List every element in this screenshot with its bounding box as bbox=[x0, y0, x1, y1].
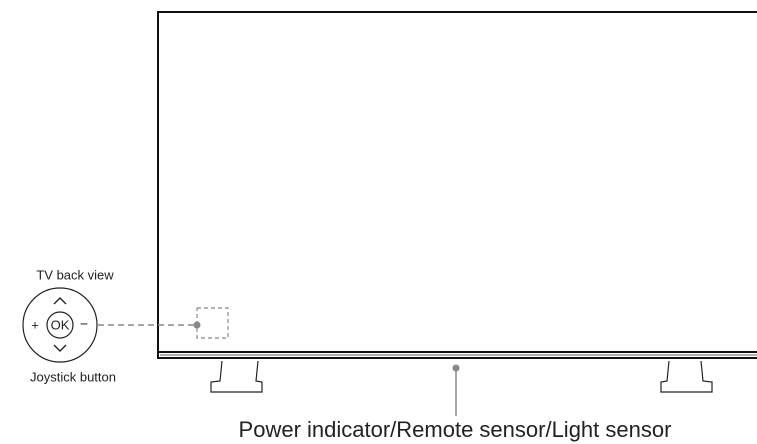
tv-screen bbox=[157, 11, 757, 353]
tv-bezel bbox=[157, 352, 757, 359]
leader-dot bbox=[193, 321, 201, 329]
sensor-dot bbox=[452, 364, 460, 372]
tv-stand-left bbox=[210, 360, 263, 393]
joystick-up bbox=[53, 297, 67, 305]
joystick-down bbox=[53, 344, 67, 352]
back-view-label: TV back view bbox=[36, 267, 114, 282]
joystick-ok: OK bbox=[51, 317, 70, 332]
joystick-ok-ring bbox=[46, 311, 74, 339]
tv-stand-right bbox=[660, 360, 713, 393]
joystick-plus: + bbox=[31, 317, 39, 332]
joystick-label: Joystick button bbox=[30, 369, 116, 384]
sensor-label: Power indicator/Remote sensor/Light sens… bbox=[239, 417, 672, 442]
joystick-location bbox=[196, 307, 229, 339]
joystick-minus: − bbox=[80, 316, 88, 332]
